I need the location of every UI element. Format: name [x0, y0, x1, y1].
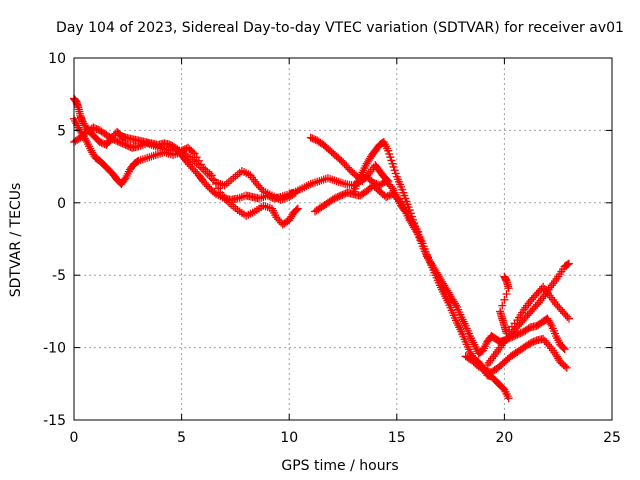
- data-point: [562, 363, 571, 372]
- data-point: [291, 188, 300, 197]
- y-tick-label: 10: [48, 51, 66, 67]
- data-point: [504, 394, 513, 403]
- x-tick-label: 10: [280, 430, 298, 446]
- series-track-8: [483, 259, 573, 369]
- series-track-1: [70, 94, 513, 403]
- data-point: [563, 312, 572, 321]
- data-point: [451, 301, 460, 310]
- plot-frame: [73, 57, 613, 421]
- data-point: [212, 179, 221, 188]
- data-point: [498, 301, 507, 310]
- data-point: [504, 284, 513, 293]
- x-tick-label: 25: [603, 430, 621, 446]
- y-tick-label: 5: [57, 123, 66, 139]
- series-track-2: [70, 114, 300, 204]
- data-point: [560, 345, 569, 354]
- data-point: [561, 362, 570, 371]
- series-track-4: [306, 133, 393, 186]
- data-point: [383, 175, 392, 184]
- x-tick-label: 20: [495, 430, 513, 446]
- grid-lines: [74, 58, 612, 420]
- data-point: [384, 177, 393, 186]
- data-point: [500, 295, 509, 304]
- data-point: [563, 260, 572, 269]
- data-point: [209, 175, 218, 184]
- data-point: [546, 320, 555, 329]
- x-axis-label: GPS time / hours: [281, 458, 398, 474]
- axis-ticks: 0 5 10 15 20 25 -15 -10 -5 0 5 10: [43, 51, 621, 446]
- x-tick-label: 5: [177, 430, 186, 446]
- x-tick-label: 0: [70, 430, 79, 446]
- y-tick-label: -15: [43, 413, 66, 429]
- data-points: [70, 94, 573, 403]
- data-point: [502, 290, 511, 299]
- data-point: [564, 259, 573, 268]
- data-point: [214, 184, 223, 193]
- chart-title: Day 104 of 2023, Sidereal Day-to-day VTE…: [56, 20, 624, 36]
- data-point: [290, 189, 299, 198]
- x-tick-label: 15: [388, 430, 406, 446]
- series-track-9: [496, 272, 573, 338]
- series-track-7: [461, 334, 571, 377]
- data-point: [293, 204, 302, 213]
- data-point: [292, 205, 301, 214]
- y-axis-label: SDTVAR / TECUs: [8, 183, 24, 298]
- y-tick-label: -5: [52, 268, 66, 284]
- series-track-6: [349, 137, 569, 358]
- data-point: [188, 148, 197, 157]
- data-point: [564, 314, 573, 323]
- y-tick-label: -10: [43, 341, 66, 357]
- data-point: [559, 343, 568, 352]
- data-point: [207, 171, 216, 180]
- series-track-3: [70, 123, 302, 229]
- y-tick-label: 0: [57, 196, 66, 212]
